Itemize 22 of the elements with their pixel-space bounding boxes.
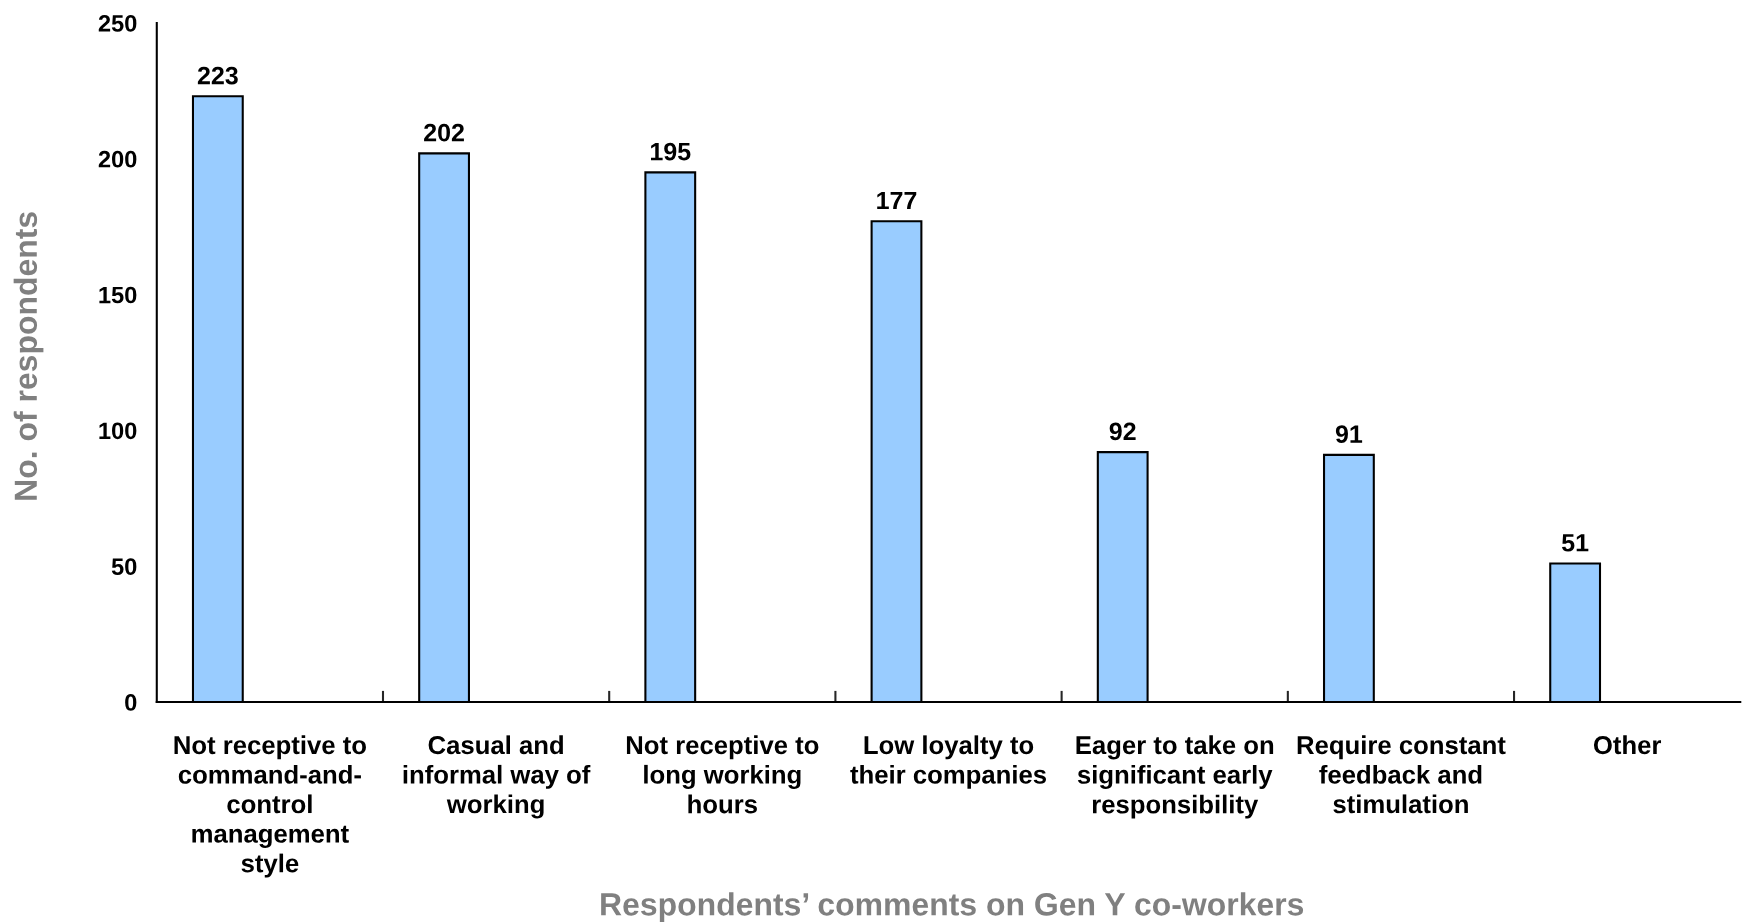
x-axis-title: Respondents’ comments on Gen Y co-workers	[601, 892, 1304, 922]
data-label: 92	[1109, 422, 1136, 441]
x-tick-label: Other	[1593, 735, 1662, 755]
x-tick-label: Low loyalty to their companies	[850, 735, 1046, 789]
x-tick-label: Eager to take on significant early responsibility	[1076, 735, 1274, 819]
y-tick-label: 100	[99, 422, 137, 440]
y-tick-label: 0	[125, 694, 137, 711]
y-tick-label: 50	[111, 558, 137, 575]
x-tick-label: Not receptive to long working hours	[626, 735, 819, 814]
data-label: 91	[1335, 425, 1363, 443]
data-label: 223	[197, 66, 238, 85]
x-tick-label: Casual and informal way of working	[403, 735, 591, 819]
x-tick-label: Require constant feedback and stimulation	[1297, 735, 1506, 814]
y-tick-label: 250	[98, 15, 137, 32]
y-tick-label: 150	[99, 286, 137, 304]
data-label: 195	[651, 142, 691, 161]
data-label: 177	[877, 191, 917, 210]
data-label: 51	[1561, 534, 1589, 552]
x-tick-label: Not receptive to command-and- control management style	[174, 735, 366, 878]
y-tick-label: 200	[98, 150, 137, 168]
data-label: 202	[424, 123, 464, 142]
y-axis-title: No. of respondents	[13, 212, 44, 500]
